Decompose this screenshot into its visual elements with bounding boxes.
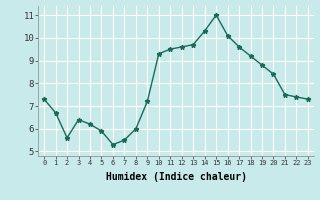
X-axis label: Humidex (Indice chaleur): Humidex (Indice chaleur) [106,172,246,182]
